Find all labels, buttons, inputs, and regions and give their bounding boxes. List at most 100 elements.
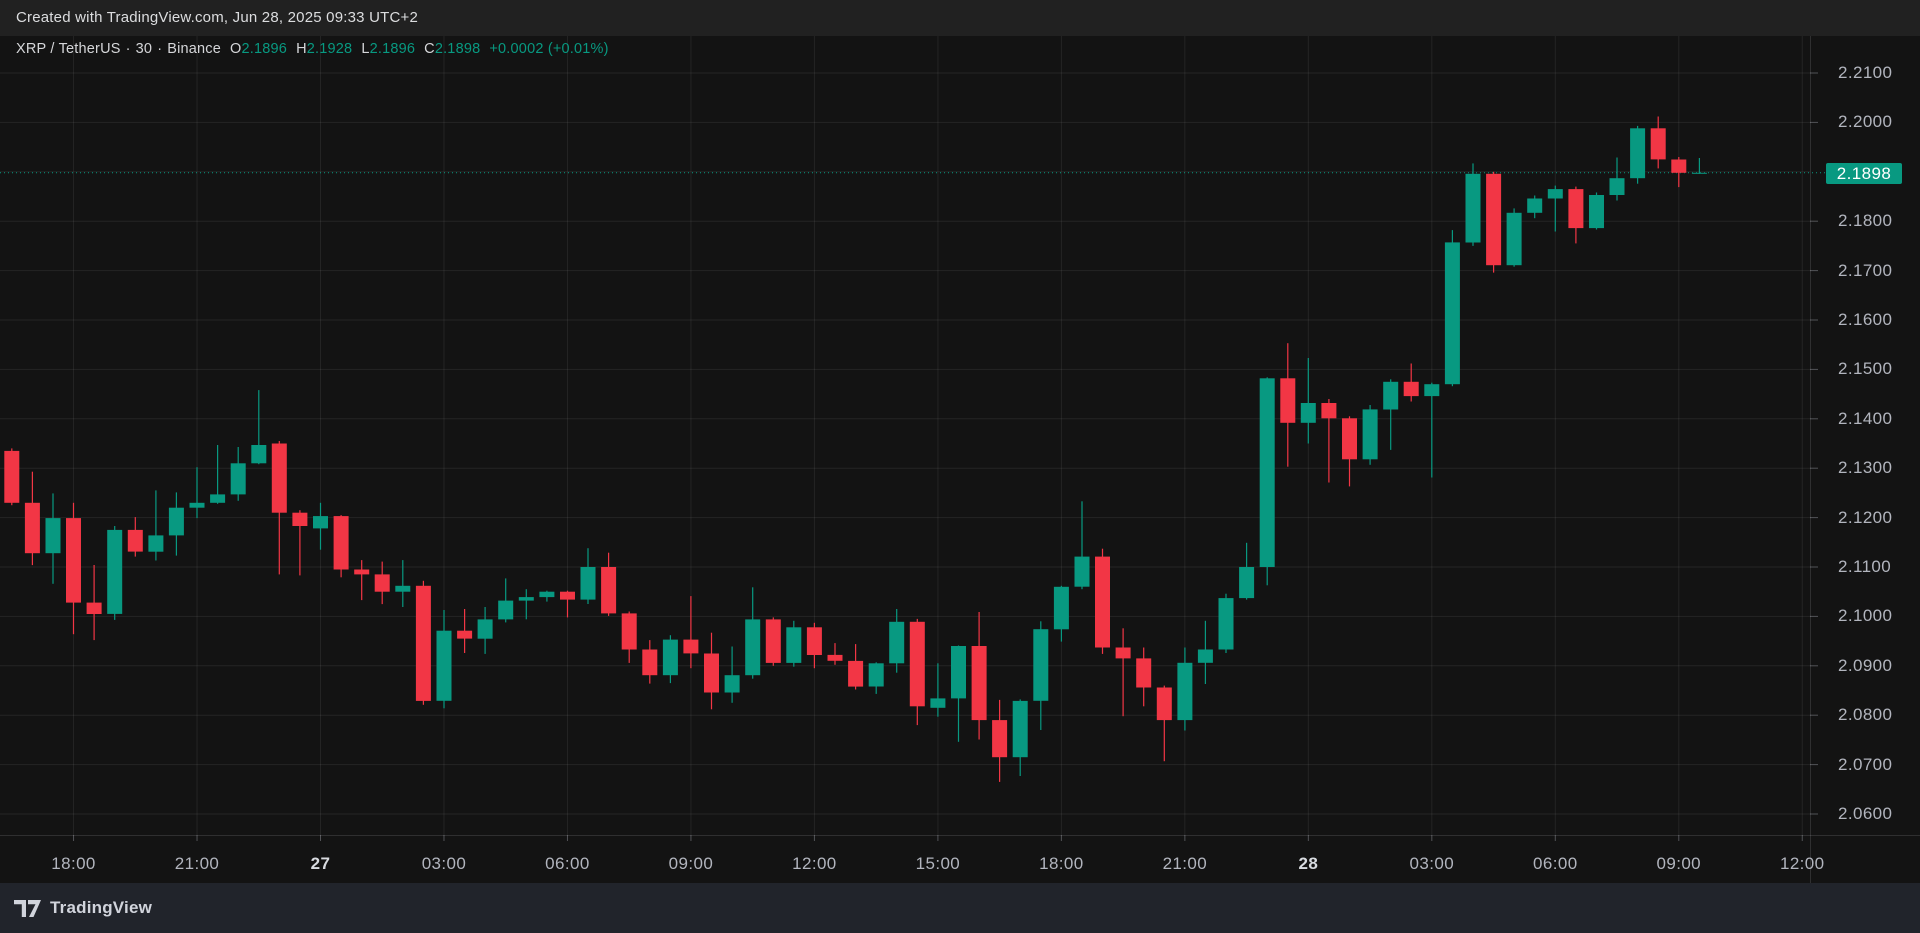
price-axis-label: 2.1800 xyxy=(1838,211,1893,231)
price-axis-label: 2.1700 xyxy=(1838,260,1893,280)
footer-bar: TradingView xyxy=(0,883,1920,933)
candle-body xyxy=(848,660,864,687)
snapshot-top-bar: Created with TradingView.com, Jun 28, 20… xyxy=(0,0,1920,36)
chart-legend: XRP / TetherUS · 30 · Binance O2.1896 H2.1928 L… xyxy=(16,41,609,57)
candle-body xyxy=(251,445,267,464)
candle-body xyxy=(1177,662,1193,721)
candle-body xyxy=(168,507,184,536)
candle-body xyxy=(971,646,987,721)
candle-body xyxy=(457,630,473,639)
price-axis-label: 2.0700 xyxy=(1838,754,1893,774)
candle-wick xyxy=(731,646,733,703)
tradingview-logo-icon xyxy=(14,899,41,917)
candle-body xyxy=(1156,687,1172,721)
candle-wick xyxy=(525,589,527,620)
candle-wick xyxy=(402,560,404,607)
candle-body xyxy=(745,619,761,676)
candle-body xyxy=(1342,418,1357,460)
time-axis-label: 06:00 xyxy=(1533,854,1578,873)
brand-text[interactable]: TradingView xyxy=(50,898,153,917)
exchange-name: Binance xyxy=(167,41,222,57)
candle-body xyxy=(1403,381,1419,397)
candle-body xyxy=(1321,403,1337,419)
candle-body xyxy=(930,698,946,708)
candle-body xyxy=(1589,195,1604,229)
candle-wick xyxy=(505,578,507,623)
time-axis-label: 09:00 xyxy=(668,854,714,873)
candle-body xyxy=(1300,403,1316,423)
price-axis-label: 2.1300 xyxy=(1838,458,1893,478)
candle-wick xyxy=(196,467,198,519)
candle-body xyxy=(1650,128,1666,160)
open-value: 2.1896 xyxy=(241,41,288,57)
low-label: L xyxy=(361,41,370,57)
candle-body xyxy=(1424,384,1440,397)
candle-body xyxy=(127,529,143,552)
candle-wick xyxy=(217,445,219,504)
candle-body xyxy=(189,502,205,508)
candle-body xyxy=(1012,700,1028,758)
candle-wick xyxy=(258,390,260,465)
candle-wick xyxy=(1698,158,1700,174)
candlestick-plot[interactable] xyxy=(0,36,1920,883)
candle-wick xyxy=(1307,358,1309,444)
high-value: 2.1928 xyxy=(306,41,353,57)
time-axis-label: 09:00 xyxy=(1656,854,1702,873)
candle-wick xyxy=(361,560,363,601)
candle-wick xyxy=(1390,379,1392,450)
candle-body xyxy=(580,567,596,600)
price-axis-label: 2.1200 xyxy=(1838,507,1893,527)
candle-body xyxy=(642,649,658,676)
legend-separator: · xyxy=(125,41,131,57)
candle-body xyxy=(1362,409,1378,460)
time-axis-label: 12:00 xyxy=(792,854,837,873)
candle-wick xyxy=(1328,399,1330,483)
candle-body xyxy=(1383,381,1399,410)
candle-body xyxy=(271,443,287,513)
candle-body xyxy=(601,567,617,614)
candle-wick xyxy=(1163,685,1165,762)
time-axis-label: 03:00 xyxy=(1409,854,1455,873)
candle-wick xyxy=(1431,382,1433,478)
time-axis-label: 21:00 xyxy=(174,854,220,873)
chart-canvas[interactable]: XRP / TetherUS · 30 · Binance O2.1896 H2.1928 L… xyxy=(0,36,1920,883)
candle-body xyxy=(951,646,966,699)
price-axis-label: 2.0600 xyxy=(1838,804,1893,823)
price-axis-label: 2.1000 xyxy=(1838,606,1893,626)
legend-separator: · xyxy=(157,41,163,57)
candle-wick xyxy=(1122,628,1124,717)
candle-body xyxy=(1280,378,1296,423)
candle-body xyxy=(889,621,905,664)
price-axis-label: 2.1100 xyxy=(1838,557,1892,576)
interval-value[interactable]: 30 xyxy=(135,41,153,57)
price-axis-label: 2.1400 xyxy=(1838,408,1893,428)
candle-body xyxy=(1671,159,1687,173)
candle-body xyxy=(374,574,390,592)
candle-body xyxy=(1259,378,1275,567)
price-axis-label: 2.1500 xyxy=(1838,359,1893,379)
time-axis-label: 06:00 xyxy=(545,854,590,873)
candle-body xyxy=(1074,556,1090,587)
candle-body xyxy=(107,529,123,614)
candle-body xyxy=(24,502,40,554)
candle-body xyxy=(148,535,164,552)
price-axis-label: 2.2000 xyxy=(1838,112,1893,132)
candle-body xyxy=(704,653,719,693)
time-axis-label: 21:00 xyxy=(1162,854,1208,873)
candle-body xyxy=(333,516,349,570)
candle-body xyxy=(1527,198,1543,213)
candle-body xyxy=(1444,242,1460,385)
candle-body xyxy=(827,654,843,661)
candle-wick xyxy=(93,565,95,641)
candle-wick xyxy=(299,510,301,576)
symbol-title[interactable]: XRP / TetherUS xyxy=(16,41,121,57)
candle-wick xyxy=(1554,185,1556,232)
candle-body xyxy=(4,450,20,503)
candle-body xyxy=(539,591,555,598)
candle-wick xyxy=(834,643,836,665)
candle-body xyxy=(45,518,61,554)
time-axis-label: 15:00 xyxy=(915,854,961,873)
low-value: 2.1896 xyxy=(369,41,416,57)
candle-body xyxy=(560,591,575,600)
price-axis-label: 2.2100 xyxy=(1838,63,1893,82)
